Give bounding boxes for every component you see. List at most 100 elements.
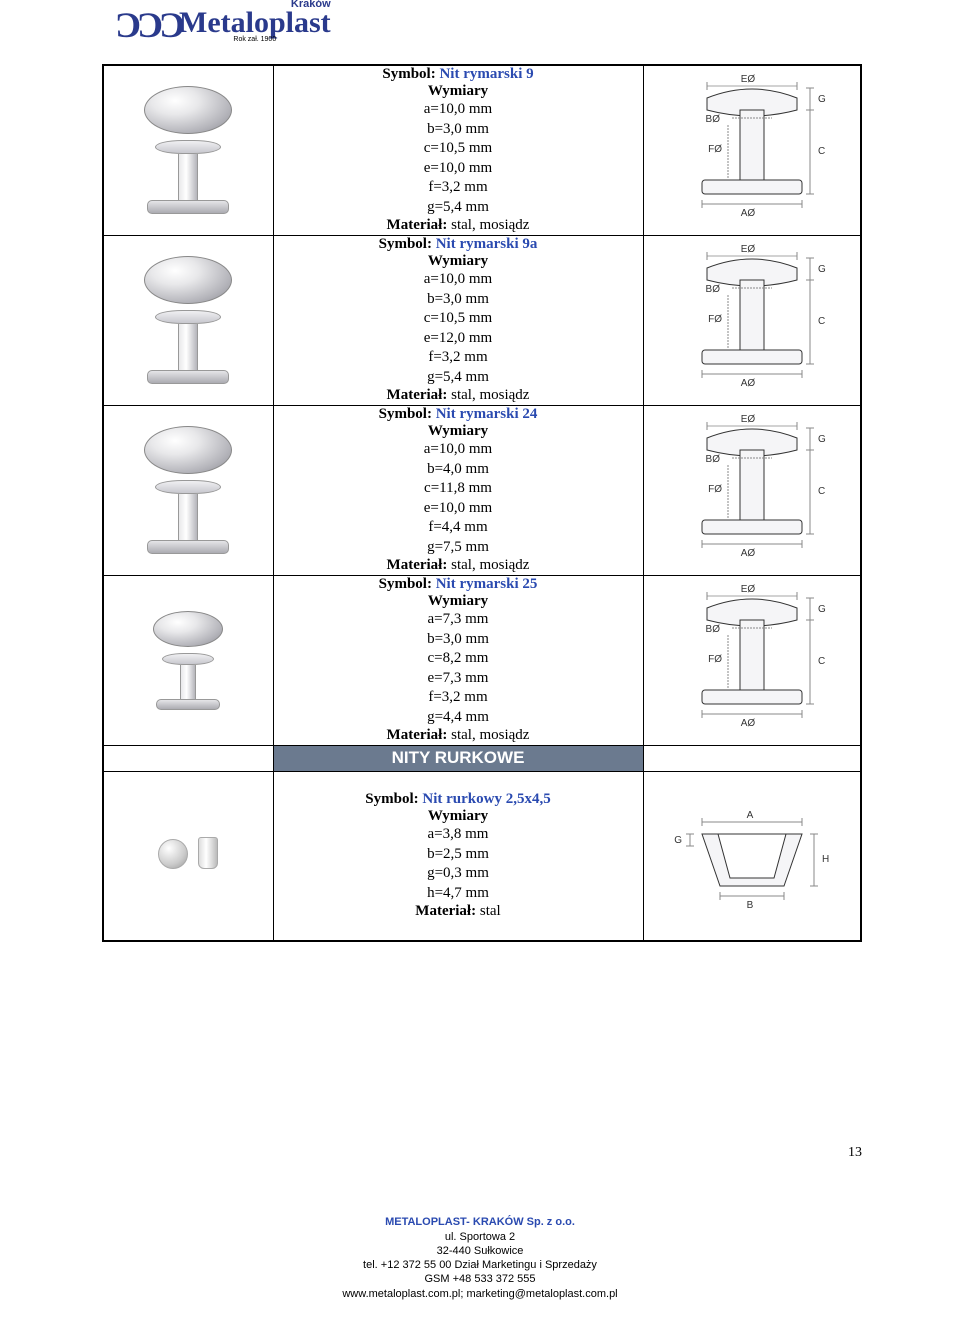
product-diagram-cell: A G H B [643, 771, 861, 941]
svg-text:EØ: EØ [741, 244, 756, 255]
product-row: Symbol: Nit rymarski 9Wymiarya=10,0 mmb=… [103, 65, 861, 235]
rivet-head-icon [144, 426, 232, 474]
dimension-value: b=4,0 mm [274, 460, 643, 480]
symbol-line: Symbol: Nit rymarski 9a [274, 236, 643, 253]
footer-web: www.metaloplast.com.pl; marketing@metalo… [0, 1287, 960, 1301]
svg-text:BØ: BØ [705, 284, 720, 295]
rivet-diagram: EØ G BØ FØ C AØ [662, 580, 842, 740]
logo-krakow: Kraków [291, 0, 331, 10]
tube-rivet-diagram: A G H B [662, 796, 842, 916]
product-diagram-cell: EØ G BØ FØ C AØ [643, 65, 861, 235]
product-image-cell [103, 65, 273, 235]
dimension-value: a=10,0 mm [274, 100, 643, 120]
dimension-value: g=5,4 mm [274, 198, 643, 218]
dimension-value: g=7,5 mm [274, 538, 643, 558]
symbol-line: Symbol: Nit rymarski 24 [274, 406, 643, 423]
logo-text: Kraków Metaloplast Rok zał. 1900 [179, 8, 331, 43]
rivet-diagram: EØ G BØ FØ C AØ [662, 410, 842, 570]
product-row: Symbol: Nit rymarski 25Wymiarya=7,3 mmb=… [103, 575, 861, 745]
dimension-value: a=3,8 mm [274, 825, 643, 845]
product-image-cell [103, 771, 273, 941]
rivet-product-image [144, 256, 232, 384]
product-image-cell [103, 575, 273, 745]
svg-text:EØ: EØ [741, 74, 756, 85]
product-image-cell [103, 235, 273, 405]
page-number: 13 [848, 1145, 862, 1161]
dimensions-title: Wymiary [274, 593, 643, 610]
logo-swirl-icon: ƆƆƆ [115, 4, 181, 46]
dimension-value: g=0,3 mm [274, 864, 643, 884]
tube-rivet-image [158, 837, 218, 869]
dimensions-title: Wymiary [274, 808, 643, 825]
product-row: Symbol: Nit rymarski 24Wymiarya=10,0 mmb… [103, 405, 861, 575]
footer: METALOPLAST- KRAKÓW Sp. z o.o. ul. Sport… [0, 1215, 960, 1301]
symbol-line: Symbol: Nit rymarski 25 [274, 576, 643, 593]
symbol-line: Symbol: Nit rymarski 9 [274, 66, 643, 83]
svg-text:C: C [818, 656, 825, 667]
footer-company: METALOPLAST- KRAKÓW Sp. z o.o. [0, 1215, 960, 1229]
product-diagram-cell: EØ G BØ FØ C AØ [643, 575, 861, 745]
symbol-name: Nit rymarski 9 [439, 66, 533, 82]
dimension-value: c=8,2 mm [274, 649, 643, 669]
dimension-value: f=3,2 mm [274, 348, 643, 368]
svg-text:FØ: FØ [708, 654, 722, 665]
dimension-value: f=4,4 mm [274, 518, 643, 538]
svg-text:EØ: EØ [741, 584, 756, 595]
dimension-value: g=5,4 mm [274, 368, 643, 388]
dimension-value: f=3,2 mm [274, 178, 643, 198]
dimension-value: c=10,5 mm [274, 309, 643, 329]
svg-text:B: B [746, 900, 753, 911]
dimension-value: a=10,0 mm [274, 440, 643, 460]
tube-rivet-head-icon [158, 839, 188, 869]
dimension-value: b=3,0 mm [274, 630, 643, 650]
svg-text:FØ: FØ [708, 484, 722, 495]
dimension-value: a=7,3 mm [274, 610, 643, 630]
symbol-name: Nit rymarski 25 [436, 576, 538, 592]
material-line: Materiał: stal, mosiądz [274, 387, 643, 404]
dimension-value: c=11,8 mm [274, 479, 643, 499]
dimension-value: b=3,0 mm [274, 290, 643, 310]
svg-text:G: G [818, 604, 826, 615]
footer-gsm: GSM +48 533 372 555 [0, 1272, 960, 1286]
material-line: Materiał: stal [274, 903, 643, 920]
logo-main: Metaloplast [179, 8, 331, 38]
product-desc-cell: Symbol: Nit rymarski 25Wymiarya=7,3 mmb=… [273, 575, 643, 745]
dimension-value: e=7,3 mm [274, 669, 643, 689]
svg-text:AØ: AØ [741, 718, 756, 729]
rivet-diagram: EØ G BØ FØ C AØ [662, 240, 842, 400]
rivet-head-icon [153, 611, 223, 647]
svg-text:C: C [818, 146, 825, 157]
page: ƆƆƆ Kraków Metaloplast Rok zał. 1900 Sym… [0, 0, 960, 1319]
footer-tel: tel. +12 372 55 00 Dział Marketingu i Sp… [0, 1258, 960, 1272]
dimension-value: e=12,0 mm [274, 329, 643, 349]
dimension-value: c=10,5 mm [274, 139, 643, 159]
svg-text:C: C [818, 316, 825, 327]
svg-text:EØ: EØ [741, 414, 756, 425]
svg-text:G: G [818, 94, 826, 105]
rivet-product-image [144, 426, 232, 554]
dimension-value: f=3,2 mm [274, 688, 643, 708]
tube-rivet-body-icon [198, 837, 218, 869]
symbol-name: Nit rymarski 24 [436, 406, 538, 422]
rivet-body-icon [144, 480, 232, 554]
rivet-product-image [153, 611, 223, 710]
dimension-value: b=3,0 mm [274, 120, 643, 140]
svg-text:A: A [746, 810, 753, 821]
logo-area: ƆƆƆ Kraków Metaloplast Rok zał. 1900 [0, 0, 960, 50]
svg-text:H: H [822, 854, 829, 865]
svg-text:BØ: BØ [705, 114, 720, 125]
dimension-value: g=4,4 mm [274, 708, 643, 728]
svg-text:G: G [818, 434, 826, 445]
dimension-value: e=10,0 mm [274, 159, 643, 179]
product-diagram-cell: EØ G BØ FØ C AØ [643, 405, 861, 575]
svg-text:BØ: BØ [705, 624, 720, 635]
svg-text:C: C [818, 486, 825, 497]
symbol-line: Symbol: Nit rurkowy 2,5x4,5 [274, 791, 643, 808]
symbol-name: Nit rymarski 9a [436, 236, 538, 252]
dimension-value: h=4,7 mm [274, 884, 643, 904]
footer-addr2: 32-440 Sułkowice [0, 1244, 960, 1258]
svg-text:FØ: FØ [708, 314, 722, 325]
svg-text:AØ: AØ [741, 548, 756, 559]
material-line: Materiał: stal, mosiądz [274, 727, 643, 744]
svg-text:AØ: AØ [741, 378, 756, 389]
